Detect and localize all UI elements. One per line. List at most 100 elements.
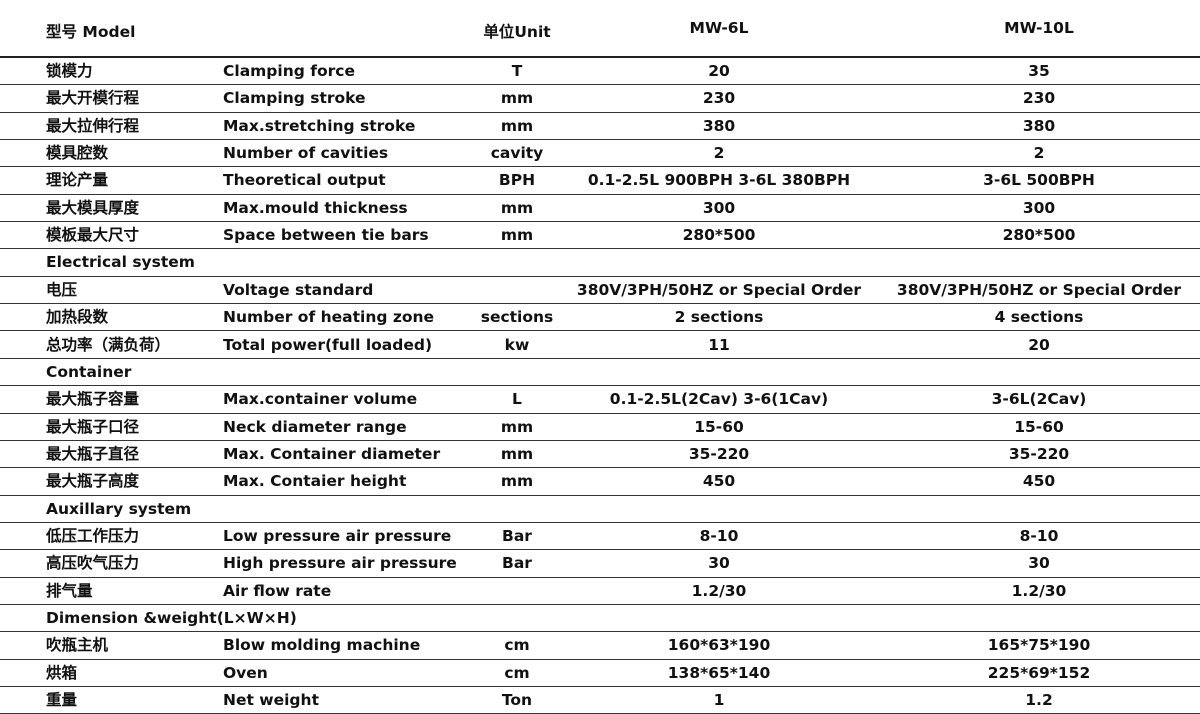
english-label: Air flow rate (223, 581, 332, 600)
english-label: Max.container volume (223, 390, 418, 409)
english-label: Voltage standard (223, 280, 374, 299)
section-row: Dimension &weight(L×W×H) (0, 605, 1200, 633)
section-title: Dimension &weight(L×W×H) (46, 609, 297, 627)
mw10l-value: 380V/3PH/50HZ or Special Order (896, 280, 1182, 299)
chinese-label: 模板最大尺寸 (46, 226, 140, 245)
mw6l-value: 160*63*190 (667, 636, 771, 655)
mw6l-value: 30 (708, 554, 730, 573)
table-row: 重量 Net weight Ton 1 1.2 (0, 687, 1200, 714)
chinese-label: 最大瓶子口径 (46, 417, 140, 436)
mw6l-value: 20 (708, 62, 730, 80)
english-label: Neck diameter range (223, 417, 407, 436)
mw10l-value: 300 (1022, 198, 1056, 217)
unit-cell: mm (500, 417, 534, 436)
unit-cell: mm (500, 89, 534, 108)
mw10l-value: 35-220 (1008, 444, 1070, 463)
unit-cell: sections (480, 308, 554, 327)
unit-cell: cavity (490, 144, 544, 163)
english-label: Clamping stroke (223, 89, 366, 108)
english-label: Theoretical output (223, 171, 386, 190)
table-row: 最大瓶子高度 Max. Contaier height mm 450 450 (0, 468, 1200, 496)
table-row: 烘箱 Oven cm 138*65*140 225*69*152 (0, 660, 1200, 688)
section-title: Container (46, 362, 132, 381)
english-label: High pressure air pressure (223, 554, 457, 573)
table-row: 锁模力 Clamping force T 20 35 (0, 58, 1200, 86)
chinese-label: 吹瓶主机 (46, 636, 109, 655)
mw10l-value: 230 (1022, 89, 1056, 108)
table-row: 最大瓶子直径 Max. Container diameter mm 35-220 35-… (0, 441, 1200, 469)
table-row: 高压吹气压力 High pressure air pressure Bar 30 30 (0, 550, 1200, 578)
chinese-label: 总功率（满负荷） (46, 335, 171, 354)
table-row: 加热段数 Number of heating zone sections 2 sect… (0, 304, 1200, 332)
unit-cell: Bar (502, 526, 532, 545)
mw10l-header: MW-10L (1004, 19, 1074, 37)
unit-cell: mm (500, 116, 534, 135)
unit-cell: cm (504, 636, 530, 655)
english-label: Number of heating zone (223, 308, 435, 327)
english-label: Max.stretching stroke (223, 116, 416, 135)
chinese-label: 最大开模行程 (46, 89, 140, 108)
chinese-label: 电压 (46, 280, 78, 299)
chinese-label: 锁模力 (46, 62, 93, 80)
mw6l-value: 11 (708, 335, 730, 354)
english-label: Max. Contaier height (223, 472, 407, 491)
unit-header: 单位Unit (483, 23, 551, 41)
english-label: Clamping force (223, 62, 355, 80)
chinese-label: 低压工作压力 (46, 526, 140, 545)
chinese-label: 重量 (46, 691, 78, 710)
mw10l-value: 1.2/30 (1011, 581, 1067, 600)
unit-cell: T (511, 62, 523, 80)
table-row: 吹瓶主机 Blow molding machine cm 160*63*190 165*… (0, 632, 1200, 660)
unit-cell: BPH (498, 171, 536, 190)
section-row: Container (0, 359, 1200, 387)
mw6l-value: 8-10 (699, 526, 739, 545)
chinese-label: 模具腔数 (46, 144, 109, 163)
english-label: Max. Container diameter (223, 444, 441, 463)
english-label: Number of cavities (223, 144, 389, 163)
unit-cell: L (512, 390, 522, 409)
mw10l-value: 3-6L 500BPH (983, 171, 1095, 190)
chinese-label: 加热段数 (46, 308, 109, 327)
mw10l-value: 2 (1033, 144, 1045, 163)
mw10l-value: 280*500 (1002, 226, 1076, 245)
unit-cell: mm (500, 226, 534, 245)
chinese-label: 最大瓶子高度 (46, 472, 140, 491)
mw6l-value: 138*65*140 (667, 663, 771, 682)
table-row: 理论产量 Theoretical output BPH 0.1-2.5L 900BPH… (0, 167, 1200, 195)
unit-cell: mm (500, 472, 534, 491)
mw6l-value: 1 (713, 691, 725, 710)
table-row: 模板最大尺寸 Space between tie bars mm 280*500 280… (0, 222, 1200, 250)
mw6l-value: 35-220 (688, 444, 750, 463)
mw10l-value: 3-6L(2Cav) (991, 390, 1087, 409)
chinese-label: 排气量 (46, 581, 93, 600)
section-row: Electrical system (0, 249, 1200, 277)
chinese-label: 最大拉伸行程 (46, 116, 140, 135)
english-label: Blow molding machine (223, 636, 421, 655)
mw10l-value: 1.2 (1025, 691, 1053, 710)
table-row: 最大模具厚度 Max.mould thickness mm 300 300 (0, 195, 1200, 223)
mw6l-value: 0.1-2.5L(2Cav) 3-6(1Cav) (609, 390, 829, 409)
mw10l-value: 8-10 (1019, 526, 1059, 545)
unit-cell: kw (504, 335, 530, 354)
chinese-label: 高压吹气压力 (46, 554, 140, 573)
mw6l-value: 300 (702, 198, 736, 217)
mw6l-value: 0.1-2.5L 900BPH 3-6L 380BPH (587, 171, 851, 190)
unit-cell: Bar (502, 554, 532, 573)
unit-cell: mm (500, 198, 534, 217)
mw10l-value: 20 (1028, 335, 1050, 354)
mw10l-value: 15-60 (1014, 417, 1064, 436)
english-label: Total power(full loaded) (223, 335, 433, 354)
english-label: Space between tie bars (223, 226, 429, 245)
mw6l-value: 280*500 (682, 226, 756, 245)
english-label: Oven (223, 663, 268, 682)
chinese-label: 烘箱 (46, 663, 78, 682)
mw6l-header: MW-6L (689, 19, 749, 37)
mw6l-value: 2 (713, 144, 725, 163)
mw10l-value: 225*69*152 (987, 663, 1091, 682)
english-label: Max.mould thickness (223, 198, 408, 217)
mw6l-value: 450 (702, 472, 736, 491)
mw6l-value: 380V/3PH/50HZ or Special Order (576, 280, 862, 299)
table-row: 最大瓶子容量 Max.container volume L 0.1-2.5L(2Cav… (0, 386, 1200, 414)
section-title: Auxillary system (46, 499, 192, 518)
mw6l-value: 230 (702, 89, 736, 108)
